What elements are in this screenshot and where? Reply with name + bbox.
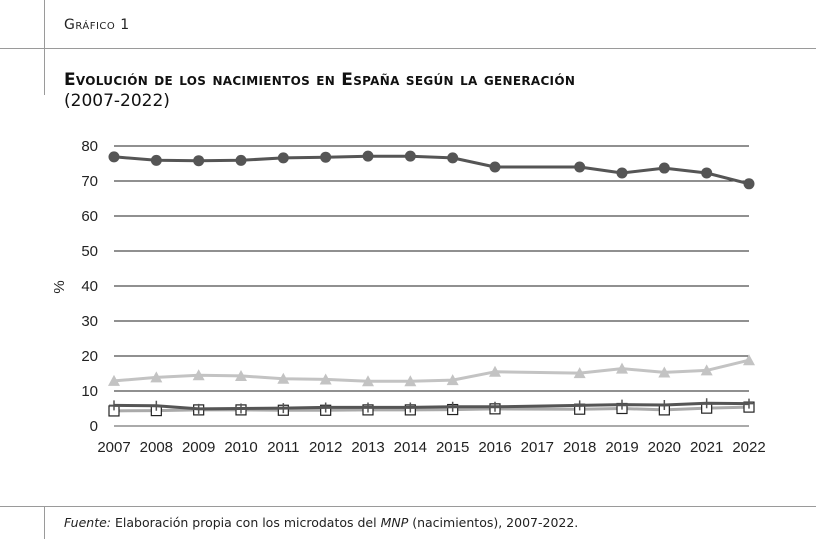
series-0 [108, 150, 755, 190]
x-tick-label: 2009 [182, 439, 215, 456]
y-tick-label: 40 [81, 278, 98, 295]
marker-plus [363, 402, 373, 413]
x-tick-label: 2013 [351, 439, 384, 456]
marker-plus [278, 403, 289, 414]
marker-triangle [150, 371, 163, 383]
x-tick-label: 2007 [97, 439, 130, 456]
frame-vertical-line [44, 0, 45, 95]
figure-label: Gráfico 1 [64, 17, 130, 33]
marker-circle [235, 154, 247, 166]
chart-title-line1: Evolución de los nacimientos en España s… [64, 70, 576, 90]
marker-circle [447, 152, 459, 164]
marker-triangle [658, 366, 671, 378]
marker-circle [574, 161, 586, 173]
marker-circle [743, 178, 755, 190]
marker-triangle [108, 374, 120, 386]
series-3 [109, 398, 754, 414]
marker-plus [617, 399, 627, 410]
marker-plus [405, 402, 416, 413]
x-tick-labels: 2007 2008 2009 2010 2011 2012 2013 2014 2015 2016… [97, 439, 765, 456]
x-tick-label: 2022 [732, 439, 765, 456]
marker-plus [659, 400, 670, 410]
y-tick-label: 10 [81, 383, 98, 400]
x-tick-label: 2014 [394, 439, 427, 456]
marker-circle [277, 152, 289, 164]
marker-circle [616, 167, 628, 179]
marker-plus [109, 400, 119, 411]
chart-title-line2: (2007-2022) [64, 91, 170, 111]
y-tick-label: 70 [81, 173, 98, 190]
marker-plus [490, 401, 500, 412]
marker-plus [320, 402, 331, 413]
marker-circle [658, 162, 670, 174]
marker-plus [744, 398, 754, 409]
marker-triangle [277, 372, 290, 384]
marker-circle [701, 167, 713, 179]
footer-divider [0, 506, 816, 507]
chart-title: Evolución de los nacimientos en España s… [64, 70, 575, 112]
y-tick-label: 0 [90, 418, 98, 435]
source-italic: MNP [380, 515, 409, 530]
footer-vertical-line [44, 506, 45, 539]
series-lines [108, 150, 755, 417]
x-tick-label: 2015 [436, 439, 469, 456]
marker-circle [362, 150, 374, 162]
source-text-before: Elaboración propia con los microdatos de… [111, 515, 381, 530]
marker-triangle [404, 375, 417, 387]
marker-triangle [616, 362, 628, 374]
marker-plus [151, 400, 162, 411]
marker-triangle [573, 367, 586, 379]
marker-circle [108, 151, 120, 163]
x-tick-label: 2012 [309, 439, 342, 456]
x-tick-label: 2008 [140, 439, 173, 456]
x-tick-label: 2017 [521, 439, 554, 456]
y-tick-label: 80 [81, 138, 98, 155]
marker-triangle [743, 354, 755, 366]
marker-circle [193, 155, 205, 167]
x-tick-label: 2021 [690, 439, 723, 456]
marker-circle [404, 150, 416, 162]
marker-triangle [489, 365, 501, 377]
series-1 [108, 354, 755, 387]
x-tick-label: 2010 [224, 439, 257, 456]
marker-plus [193, 403, 204, 414]
y-tick-label: 60 [81, 208, 98, 225]
y-tick-label: 50 [81, 243, 98, 260]
y-tick-labels: 0 10 20 30 40 50 60 70 80 [81, 138, 98, 435]
marker-plus [447, 401, 458, 412]
source-text-after: (nacimientos), 2007-2022. [408, 515, 579, 530]
x-tick-label: 2018 [563, 439, 596, 456]
x-tick-label: 2020 [648, 439, 681, 456]
marker-triangle [362, 375, 374, 387]
marker-triangle [235, 369, 247, 381]
series-line [113, 358, 750, 383]
marker-circle [150, 154, 162, 166]
marker-plus [574, 400, 585, 411]
x-tick-label: 2019 [605, 439, 638, 456]
y-tick-label: 30 [81, 313, 98, 330]
source-note: Fuente: Elaboración propia con los micro… [64, 515, 578, 530]
marker-triangle [192, 369, 205, 381]
x-tick-label: 2016 [478, 439, 511, 456]
marker-circle [320, 151, 332, 163]
source-prefix: Fuente: [64, 515, 112, 530]
series-line [113, 154, 750, 186]
marker-triangle [446, 374, 459, 386]
header-divider [0, 48, 816, 49]
marker-triangle [319, 373, 332, 385]
marker-plus [236, 403, 246, 414]
marker-plus [701, 398, 712, 409]
marker-circle [489, 161, 501, 173]
x-tick-label: 2011 [267, 439, 299, 456]
gridlines [114, 145, 749, 427]
y-axis-label: % [51, 280, 68, 293]
y-tick-label: 20 [81, 348, 98, 365]
marker-triangle [700, 364, 713, 376]
